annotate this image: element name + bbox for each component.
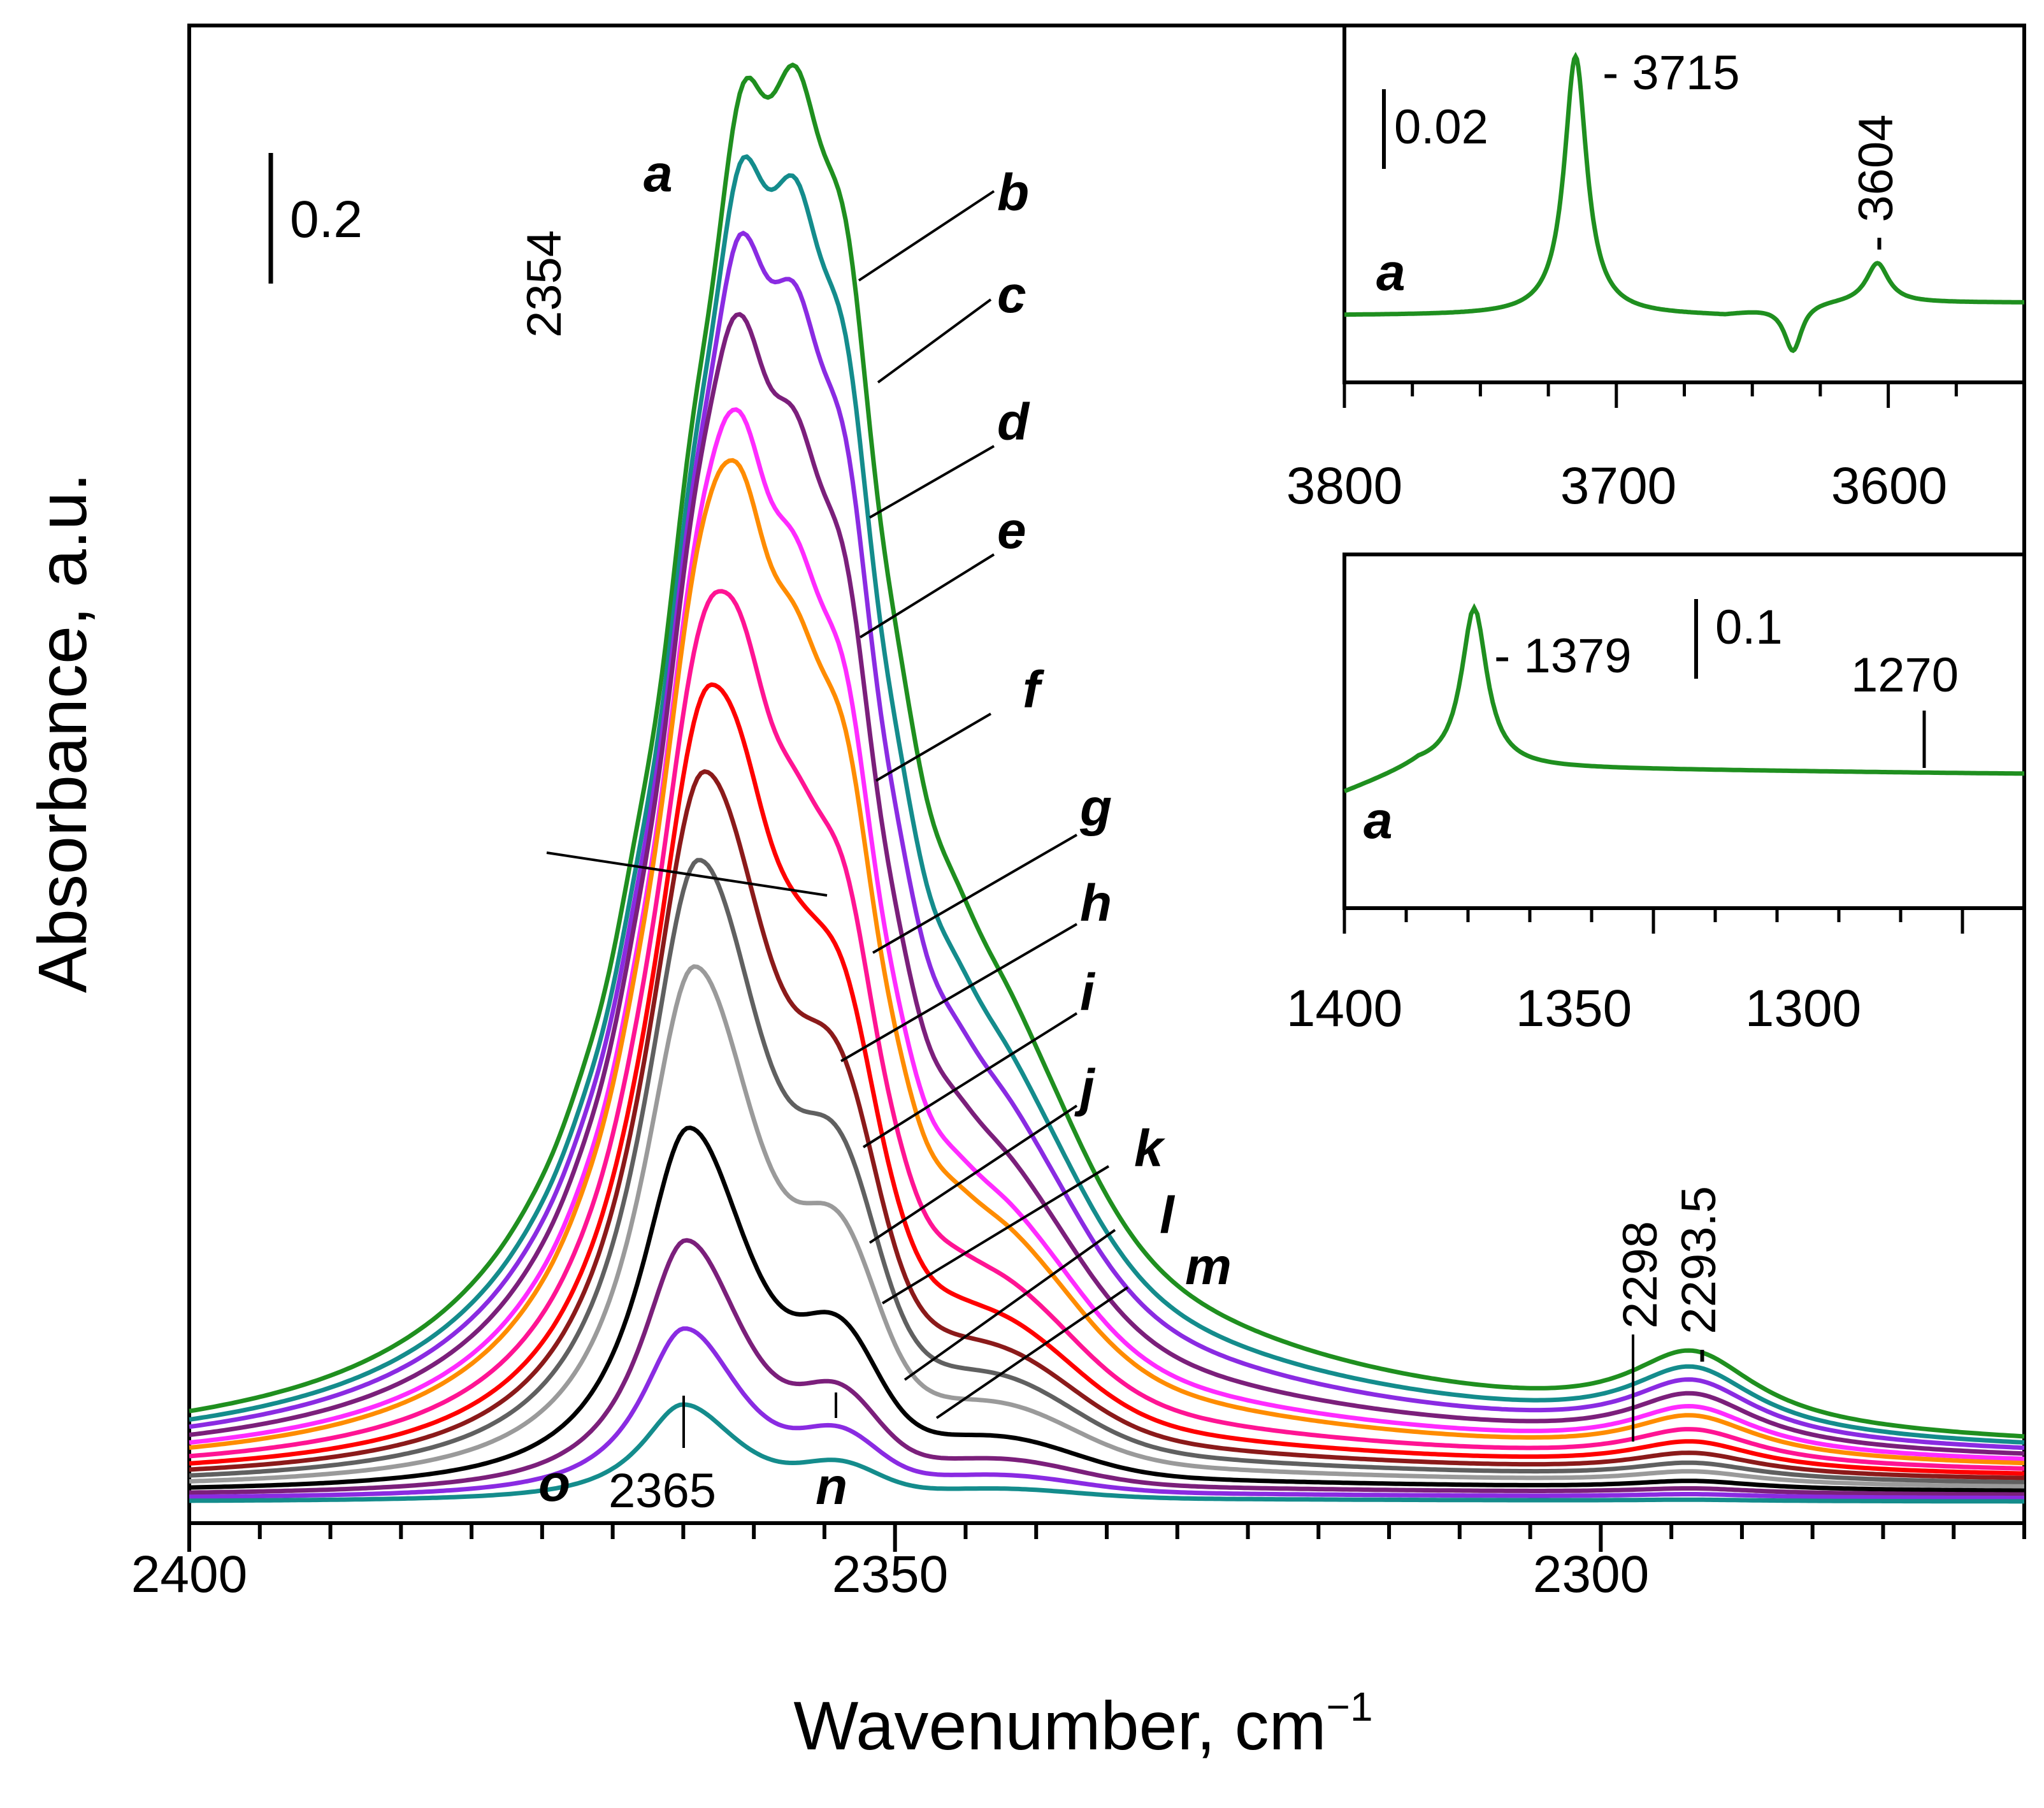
curve-label-e: e	[997, 502, 1026, 560]
annotation-3715: - 3715	[1602, 46, 1740, 100]
curve-label-l: l	[1160, 1187, 1176, 1245]
curve-label-n: n	[816, 1457, 847, 1515]
x-tick-label: 2300	[1533, 1545, 1649, 1603]
spectrum-j	[189, 858, 2025, 1485]
spectrum-h	[189, 682, 2025, 1476]
main-spectra	[189, 62, 2025, 1504]
x-tick-label: 2400	[131, 1545, 247, 1603]
spectrum-o	[189, 1402, 2024, 1504]
inset-oh-spectrum	[1344, 52, 2024, 354]
inset-low-spectrum	[1343, 603, 2024, 793]
curve-label-b: b	[997, 164, 1029, 222]
curve-label-f: f	[1023, 661, 1045, 719]
curve-label-d: d	[997, 393, 1030, 451]
curve-label-c: c	[997, 266, 1026, 324]
inset-low-x-ticks	[1342, 908, 2026, 934]
inset-spectrum-a	[1344, 52, 2024, 354]
inset-oh-tick-label: 3600	[1831, 457, 1947, 515]
annotation-1270: 1270	[1851, 648, 1959, 702]
annotation-2293.5: - 2293.5	[1672, 1186, 1726, 1364]
spectrum-n	[189, 1326, 2024, 1500]
curve-label-leaders	[546, 190, 1634, 1448]
inset-low-scale-bar-label: 0.1	[1715, 600, 1783, 654]
spectrum-a	[189, 62, 2025, 1439]
spectrum-g	[189, 589, 2025, 1471]
spectrum-i	[189, 769, 2025, 1480]
curve-label-i: i	[1080, 964, 1096, 1022]
inset-oh-frame	[1342, 24, 2026, 384]
curve-label-a: a	[644, 145, 673, 203]
annotation-1379: - 1379	[1494, 629, 1632, 683]
spectrum-e	[189, 407, 2025, 1461]
spectrum-m	[189, 1238, 2024, 1497]
inset-oh-tick-label: 3800	[1286, 457, 1402, 515]
spectrum-d	[189, 312, 2025, 1456]
curve-label-o: o	[538, 1454, 570, 1512]
spectrum-b	[189, 154, 2025, 1445]
annotation-2365: 2365	[608, 1464, 716, 1518]
curve-label-h: h	[1080, 874, 1112, 932]
annotation-3604: - 3604	[1849, 115, 1903, 252]
inset-oh-x-ticks	[1342, 382, 2026, 408]
inset-spectrum-a	[1343, 603, 2024, 793]
curve-label-k: k	[1134, 1120, 1166, 1178]
spectrum-c	[189, 231, 2025, 1450]
inset-low-tick-label: 1350	[1516, 980, 1632, 1038]
spectrum-f	[189, 458, 2025, 1466]
x-tick-label: 2350	[832, 1545, 948, 1603]
x-axis-title: Wavenumber, cm−1	[793, 1684, 1372, 1764]
inset-low-curve-label: a	[1364, 792, 1393, 850]
inset-low-tick-label: 1300	[1745, 980, 1861, 1038]
spectrum-l	[189, 1125, 2025, 1493]
inset-oh-scale-bar-label: 0.02	[1394, 100, 1488, 154]
main-scale-bar-label: 0.2	[290, 191, 363, 249]
spectrum-k	[189, 964, 2025, 1489]
inset-oh-curve-label: a	[1376, 243, 1406, 301]
inset-oh-tick-label: 3700	[1560, 457, 1676, 515]
curve-label-m: m	[1185, 1238, 1232, 1296]
y-axis-title: Absorbance, a.u.	[24, 473, 101, 994]
annotation-2354: 2354	[517, 230, 572, 338]
curve-label-j: j	[1074, 1059, 1096, 1117]
inset-low-tick-label: 1400	[1286, 980, 1402, 1038]
annotation-2298: 2298	[1613, 1221, 1667, 1329]
curve-label-g: g	[1079, 779, 1112, 837]
main-x-ticks	[187, 1523, 2026, 1552]
inset-low-frame	[1342, 553, 2026, 910]
